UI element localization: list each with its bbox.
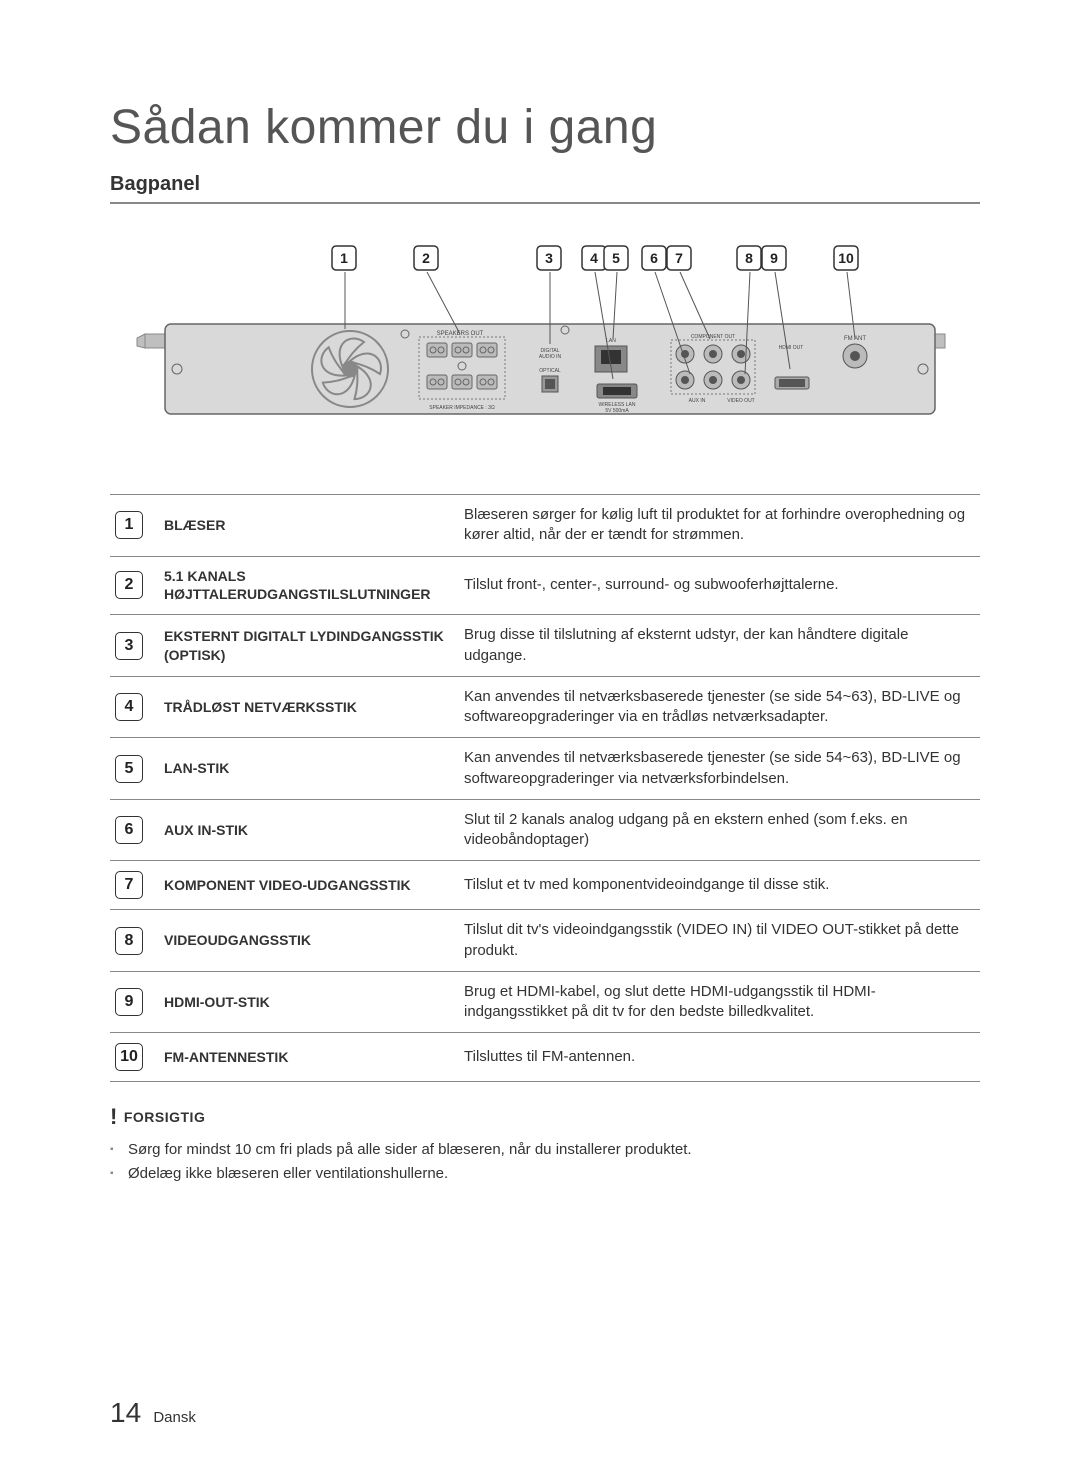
svg-text:5: 5 [612,250,620,266]
page-language: Dansk [153,1409,196,1426]
label-component: COMPONENT OUT [691,334,735,340]
label-impedance: SPEAKER IMPEDANCE : 3Ω [429,405,495,411]
page-number: 14 [110,1397,141,1428]
row-label: TRÅDLØST NETVÆRKSSTIK [156,676,456,738]
row-description: Brug disse til tilslutning af eksternt u… [456,615,980,677]
exclamation-icon: ! [110,1104,118,1129]
row-description: Slut til 2 kanals analog udgang på en ek… [456,799,980,861]
row-label: KOMPONENT VIDEO-UDGANGSSTIK [156,861,456,910]
row-label: FM-ANTENNESTIK [156,1033,456,1082]
row-number-box: 5 [115,755,143,783]
row-label: BLÆSER [156,495,456,557]
svg-text:9: 9 [770,250,778,266]
spec-table: 1 BLÆSERBlæseren sørger for kølig luft ti… [110,494,980,1082]
caution-heading: !FORSIGTIG [110,1104,980,1130]
table-row: 3 EKSTERNT DIGITALT LYDINDGANGSSTIK (OPTI… [110,615,980,677]
row-description: Brug et HDMI-kabel, og slut dette HDMI-u… [456,971,980,1033]
row-number-box: 9 [115,988,143,1016]
rear-panel-svg: 1 2 3 45 6 7 8 9 10 [135,234,955,454]
row-description: Tilslut front-, center-, surround- og su… [456,556,980,615]
caution-block: !FORSIGTIG Sørg for mindst 10 cm fri pla… [110,1104,980,1186]
svg-text:4: 4 [590,250,598,266]
row-number-cell: 6 [110,799,156,861]
table-row: 6 AUX IN-STIKSlut til 2 kanals analog udg… [110,799,980,861]
label-hdmi: HDMI OUT [779,345,804,351]
row-number-cell: 3 [110,615,156,677]
row-label: LAN-STIK [156,738,456,800]
table-row: 2 5.1 KANALS HØJTTALERUDGANGSTILSLUTNINGE… [110,556,980,615]
row-number-cell: 9 [110,971,156,1033]
table-row: 1 BLÆSERBlæseren sørger for kølig luft ti… [110,495,980,557]
row-number-cell: 10 [110,1033,156,1082]
svg-text:10: 10 [838,250,854,266]
svg-text:7: 7 [675,250,683,266]
row-description: Tilsluttes til FM-antennen. [456,1033,980,1082]
row-number-cell: 1 [110,495,156,557]
svg-text:3: 3 [545,250,553,266]
table-row: 4 TRÅDLØST NETVÆRKSSTIKKan anvendes til n… [110,676,980,738]
row-description: Tilslut dit tv's videoindgangsstik (VIDE… [456,910,980,972]
svg-text:VIDEO OUT: VIDEO OUT [727,398,755,404]
row-number-box: 7 [115,871,143,899]
caution-item: Sørg for mindst 10 cm fri plads på alle … [110,1138,980,1162]
label-optical: OPTICAL [539,368,561,374]
caution-item: Ødelæg ikke blæseren eller ventilationsh… [110,1162,980,1186]
row-description: Tilslut et tv med komponentvideoindgange… [456,861,980,910]
table-row: 7 KOMPONENT VIDEO-UDGANGSSTIKTilslut et t… [110,861,980,910]
table-row: 10 FM-ANTENNESTIKTilsluttes til FM-antenn… [110,1033,980,1082]
svg-text:2: 2 [422,250,430,266]
table-row: 9 HDMI-OUT-STIKBrug et HDMI-kabel, og slu… [110,971,980,1033]
section-subtitle: Bagpanel [110,173,980,204]
svg-text:8: 8 [745,250,753,266]
row-label: HDMI-OUT-STIK [156,971,456,1033]
svg-text:1: 1 [340,250,348,266]
svg-text:AUX IN: AUX IN [689,398,706,404]
page-title: Sådan kommer du i gang [110,100,980,155]
row-number-box: 10 [115,1043,143,1071]
row-number-box: 2 [115,571,143,599]
row-number-cell: 4 [110,676,156,738]
row-label: EKSTERNT DIGITALT LYDINDGANGSSTIK (OPTIS… [156,615,456,677]
row-number-box: 8 [115,927,143,955]
row-number-cell: 8 [110,910,156,972]
table-row: 8 VIDEOUDGANGSSTIKTilslut dit tv's videoi… [110,910,980,972]
row-number-box: 6 [115,816,143,844]
svg-text:5V 500mA: 5V 500mA [605,408,629,414]
page-footer: 14 Dansk [110,1397,196,1429]
row-number-cell: 2 [110,556,156,615]
label-speakers-out: SPEAKERS OUT [437,331,484,337]
row-label: AUX IN-STIK [156,799,456,861]
row-number-cell: 5 [110,738,156,800]
row-description: Kan anvendes til netværksbaserede tjenes… [456,738,980,800]
row-number-box: 1 [115,511,143,539]
row-description: Blæseren sørger for kølig luft til produ… [456,495,980,557]
row-label: VIDEOUDGANGSSTIK [156,910,456,972]
row-label: 5.1 KANALS HØJTTALERUDGANGSTILSLUTNINGER [156,556,456,615]
rear-panel-diagram: 1 2 3 45 6 7 8 9 10 [110,234,980,454]
svg-text:6: 6 [650,250,658,266]
row-number-cell: 7 [110,861,156,910]
row-number-box: 3 [115,632,143,660]
table-row: 5 LAN-STIKKan anvendes til netværksbasere… [110,738,980,800]
row-description: Kan anvendes til netværksbaserede tjenes… [456,676,980,738]
row-number-box: 4 [115,693,143,721]
svg-text:AUDIO IN: AUDIO IN [539,354,562,360]
label-lan: LAN [606,338,616,344]
